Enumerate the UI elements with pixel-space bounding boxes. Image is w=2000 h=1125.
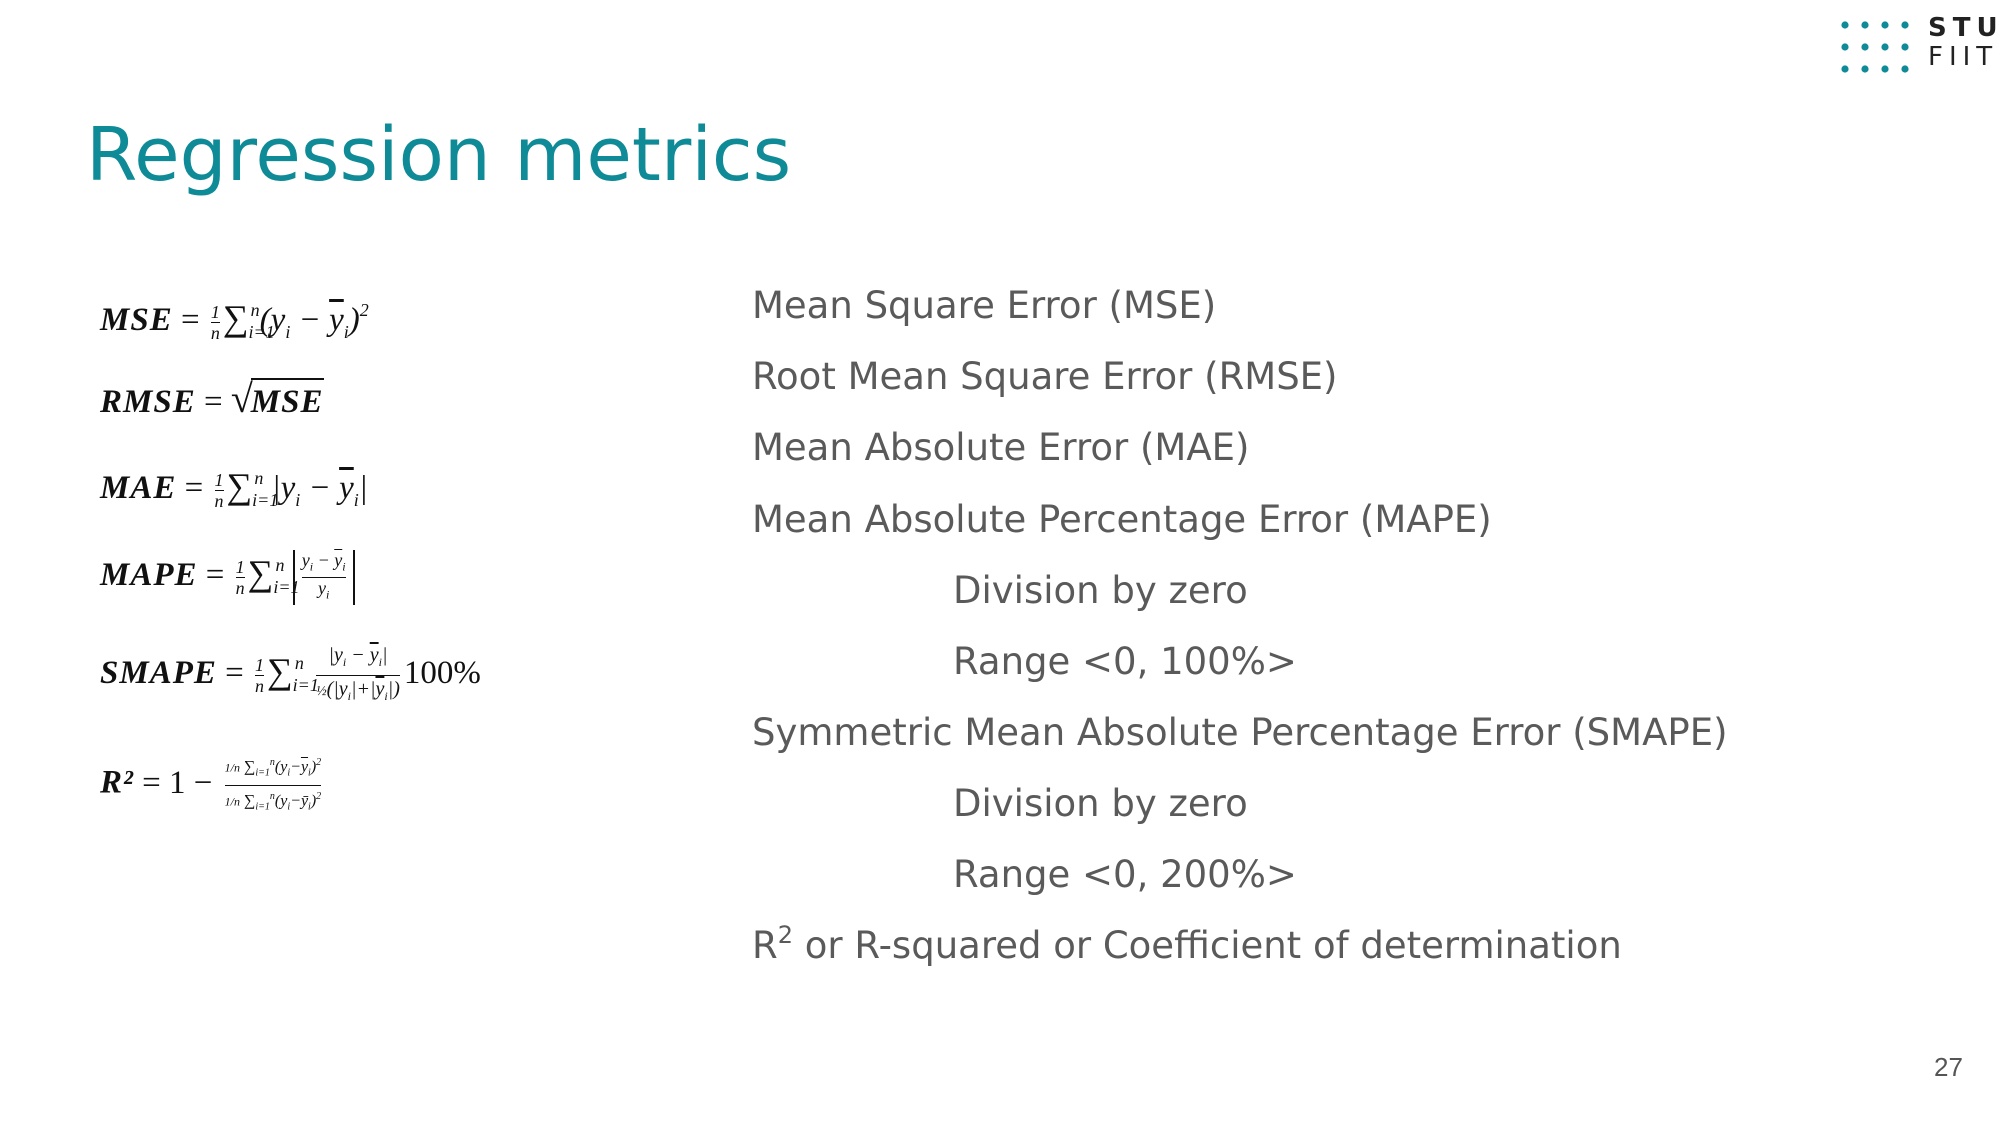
desc-mae: Mean Absolute Error (MAE) [752, 426, 1250, 469]
formula-mape-lhs: MAPE [100, 557, 198, 593]
page-title: Regression metrics [86, 112, 792, 198]
logo-dot [1861, 43, 1869, 51]
desc-r2: R2 or R-squared or Coefficient of determ… [752, 923, 1622, 969]
logo-dot [1841, 65, 1849, 73]
desc-mape-note-division: Division by zero [953, 569, 1248, 612]
formula-mape: MAPE = 1 n ∑i=1n yi − yi yi [100, 545, 355, 607]
formula-rmse-lhs: RMSE [100, 384, 196, 420]
formula-mae-lhs: MAE [100, 470, 177, 506]
desc-r2-rest: or R-squared or Coefficient of determina… [793, 924, 1622, 967]
formula-r2-lhs: R² [100, 764, 134, 801]
desc-rmse: Root Mean Square Error (RMSE) [752, 355, 1338, 398]
stu-fiit-logo: STU FIIT [1840, 14, 2000, 78]
formula-smape-rhs: = 1 n ∑i=1n |yi − yi| ½(|yi|+|yi|) 100% [225, 644, 481, 703]
logo-text: STU FIIT [1928, 14, 2000, 72]
formula-mape-rhs: = 1 n ∑i=1n yi − yi yi [206, 550, 355, 605]
formula-smape-lhs: SMAPE [100, 655, 217, 692]
logo-dot [1881, 43, 1889, 51]
desc-smape-note-range: Range <0, 200%> [953, 853, 1297, 896]
formula-mae: MAE = 1 n ∑i=1n |yi − yi| [100, 458, 368, 520]
desc-smape: Symmetric Mean Absolute Percentage Error… [752, 711, 1728, 754]
desc-r2-prefix: R [752, 924, 778, 967]
formula-smape: SMAPE = 1 n ∑i=1n |yi − yi| ½(|yi|+|yi|) 100… [100, 642, 481, 709]
formula-rmse: RMSE = √MSE [100, 378, 324, 422]
desc-r2-sup: 2 [777, 921, 793, 949]
logo-dot [1881, 21, 1889, 29]
desc-mape: Mean Absolute Percentage Error (MAPE) [752, 498, 1492, 541]
logo-text-fiit: FIIT [1928, 42, 1999, 72]
logo-dot [1901, 43, 1909, 51]
page-number: 27 [1934, 1052, 1963, 1082]
logo-dot [1841, 21, 1849, 29]
logo-dot [1841, 43, 1849, 51]
logo-dot [1861, 65, 1869, 73]
desc-mape-note-range: Range <0, 100%> [953, 640, 1297, 683]
desc-mse: Mean Square Error (MSE) [752, 284, 1217, 327]
formula-rmse-rhs: = √MSE [203, 376, 324, 421]
formula-r2-rhs: = 1 − 1/n ∑i=1n(yi−yi)2 1/n ∑i=1n(yi−ȳi)… [142, 757, 322, 813]
logo-dot [1861, 21, 1869, 29]
formula-mse-rhs: = 1 n ∑i=1n(yi − yi)2 [180, 298, 369, 343]
desc-smape-note-division: Division by zero [953, 782, 1248, 825]
formula-mae-rhs: = 1 n ∑i=1n |yi − yi| [184, 466, 368, 511]
logo-text-stu: STU [1928, 13, 2000, 43]
logo-dot [1881, 65, 1889, 73]
logo-dot [1901, 65, 1909, 73]
formula-mse: MSE = 1 n ∑i=1n(yi − yi)2 [100, 290, 369, 352]
formula-r2: R² = 1 − 1/n ∑i=1n(yi−yi)2 1/n ∑i=1n(yi−… [100, 752, 325, 818]
logo-dots-icon [1841, 21, 1909, 73]
formula-mse-lhs: MSE [100, 302, 173, 338]
logo-dot [1901, 21, 1909, 29]
